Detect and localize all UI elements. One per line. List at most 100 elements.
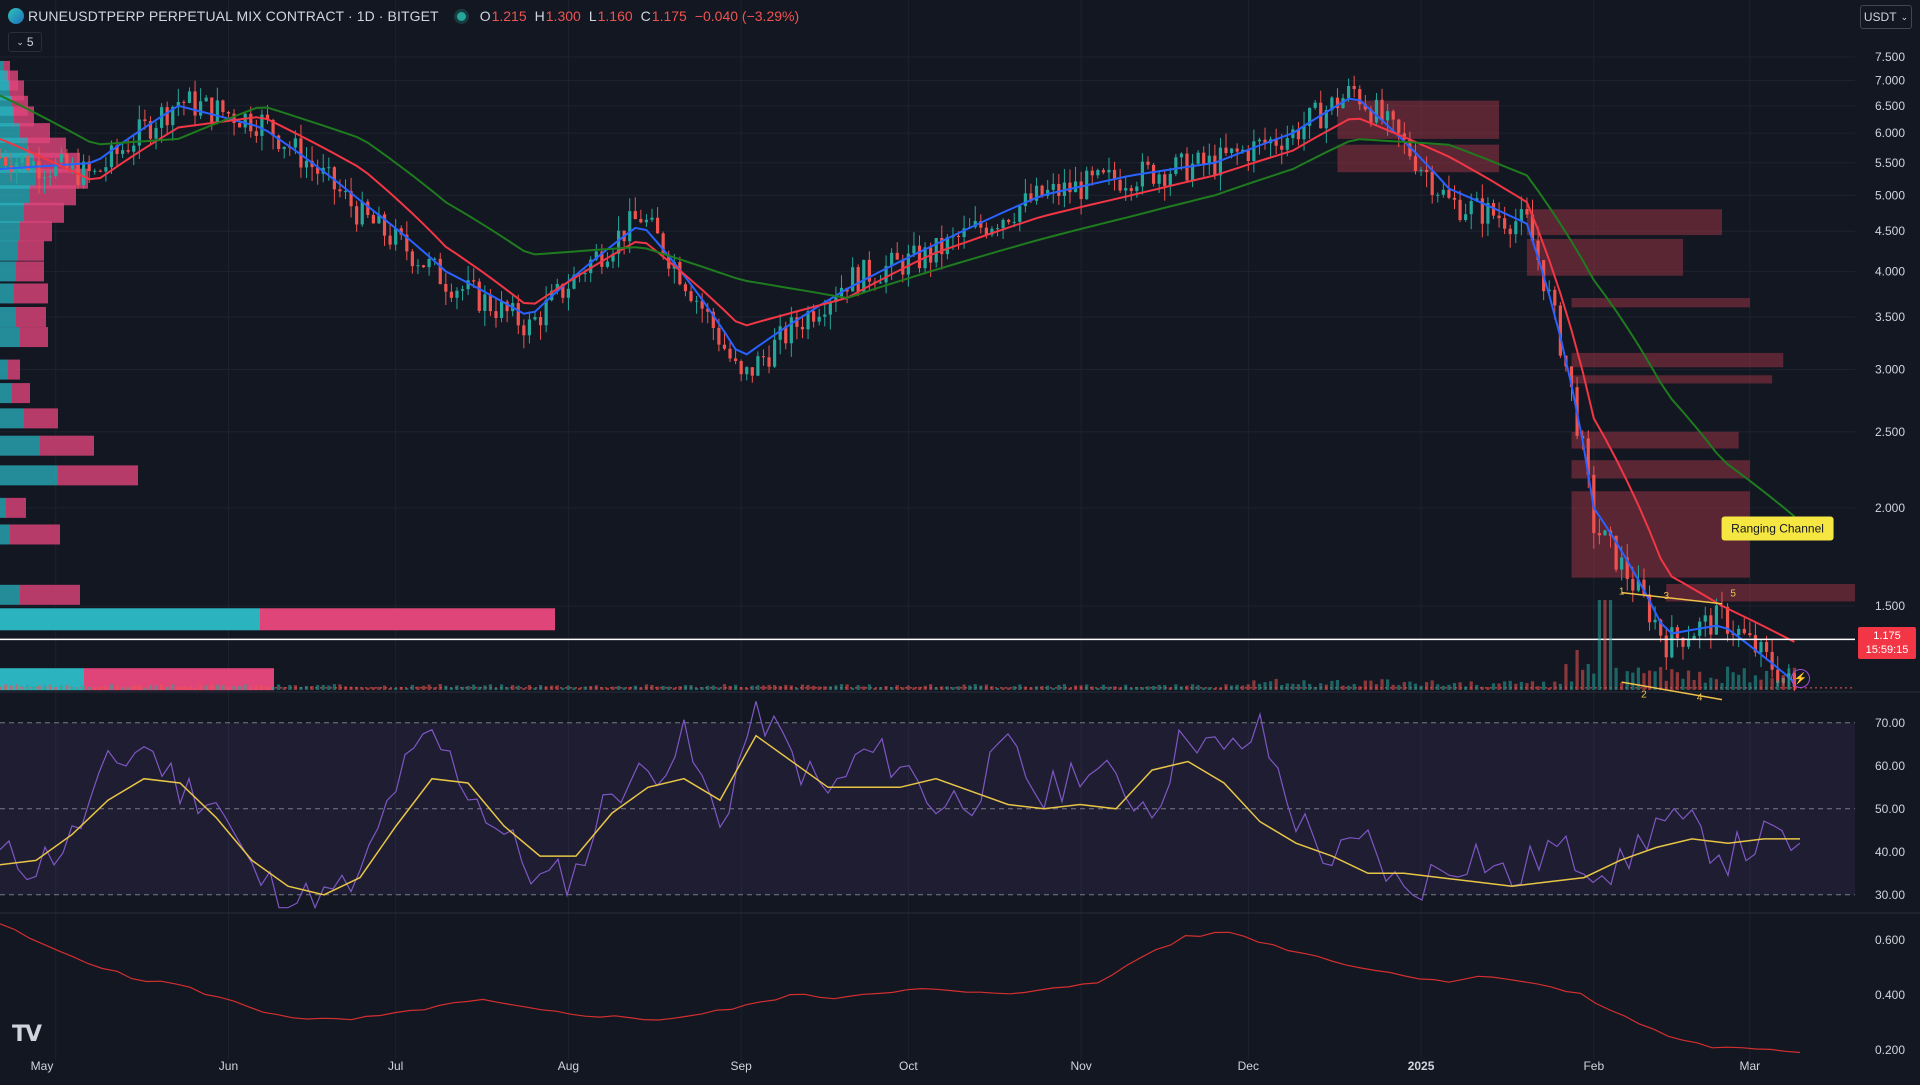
volume-bar [962,684,966,690]
volume-bar [1614,667,1618,690]
candle-body [26,156,30,171]
candle-body [0,156,2,158]
last-price: 1.175 [1873,630,1901,642]
volume-bar [605,687,610,690]
candle-body [1229,148,1234,154]
candle-body [745,367,749,375]
candle-body [304,160,309,168]
candle-body [984,227,988,235]
volume-bar [1464,686,1468,690]
volume-bar [1764,670,1769,690]
candle-body [694,300,699,302]
candle-body [316,167,320,174]
candle-body [143,119,147,122]
volume-bar [1285,683,1289,690]
candle-body [856,267,860,292]
profile-up-bar-low [0,668,84,691]
candle-body [1179,153,1184,158]
volume-bar [923,685,927,690]
volume-bar [1408,681,1412,690]
candle-body [600,251,604,267]
volume-bar [812,685,816,690]
candle-body [1553,289,1557,306]
volume-bar [711,685,715,690]
candle-body [1659,619,1663,636]
volume-bar [1124,684,1128,690]
currency-select[interactable]: USDT ⌄ [1860,5,1912,29]
volume-profile-down-bar [14,283,48,304]
volume-bar [906,685,910,690]
candle-body [343,191,348,193]
candle-body [901,259,905,275]
candle-body [1413,156,1418,171]
candle-body [1436,194,1440,196]
volume-bar [1542,681,1546,690]
candle-body [1714,605,1719,635]
price-tick-6: 4.500 [1875,224,1905,238]
candle-body [851,267,855,292]
rsi-line-0 [0,701,1801,910]
candle-body [1458,199,1462,221]
volume-profile-up-bar [0,168,36,189]
candle-body [115,145,119,154]
ranging-channel-drawing[interactable]: 1 2 3 4 5 Ranging Channel [1619,516,1834,704]
volume-bar [1592,673,1596,690]
candle-body [962,228,966,238]
candle-body [1135,186,1139,192]
bottom-tick-2: 0.200 [1875,1043,1905,1057]
volume-bar [87,686,91,690]
volume-profile-down-bar [10,524,60,545]
supply-zones [1337,100,1855,602]
open-value: 1.215 [491,8,527,24]
volume-bar [1698,671,1702,690]
volume-bar [979,685,983,690]
indicators-toggle-button[interactable]: ⌄ 5 [8,32,42,52]
volume-bar [1675,672,1679,690]
candle-body [1163,174,1167,186]
price-levels [0,638,1855,689]
candle-body [1514,221,1518,235]
rsi-tick-2: 50.00 [1875,802,1905,816]
tradingview-logo[interactable]: TV [12,1022,42,1047]
candle-body [544,300,548,326]
volume-bar [9,685,13,690]
volume-bar [1057,684,1061,690]
candle-body [1569,366,1574,388]
volume-bar [472,684,476,690]
date-tick-10: Mar [1740,1059,1761,1073]
volume-bar [1307,683,1312,690]
volume-bar [243,684,247,690]
volume-bar [1436,684,1440,690]
volume-bar [1586,663,1590,690]
volume-bar [433,687,437,690]
candle-body [834,297,838,302]
candle-body [644,219,649,223]
symbol-title[interactable]: RUNEUSDTPERP PERPETUAL MIX CONTRACT · 1D… [28,8,439,24]
volume-bar [1670,669,1674,690]
volume-bar [15,684,19,690]
candle-body [1001,219,1005,229]
high-label: H [534,8,545,24]
candle-body [282,146,286,150]
candle-body [1664,635,1668,658]
volume-bar [817,686,821,690]
lightning-icon[interactable]: ⚡ [1791,669,1810,688]
volume-bar [160,684,164,690]
candle-body [1101,170,1106,173]
candle-body [254,131,258,136]
candle-body [132,145,136,152]
volume-bar [639,687,643,690]
market-status-icon[interactable] [456,11,466,21]
candle-body [1023,193,1027,207]
volume-bar [260,685,264,690]
price-tick-11: 2.000 [1875,501,1905,515]
volume-bar [1018,684,1022,690]
volume-bar [1458,682,1462,690]
volume-bar [795,687,799,690]
candle-body [277,135,281,150]
volume-profile-up-bar [0,306,16,327]
volume-bar [1491,683,1496,690]
volume-bar [1653,671,1657,690]
